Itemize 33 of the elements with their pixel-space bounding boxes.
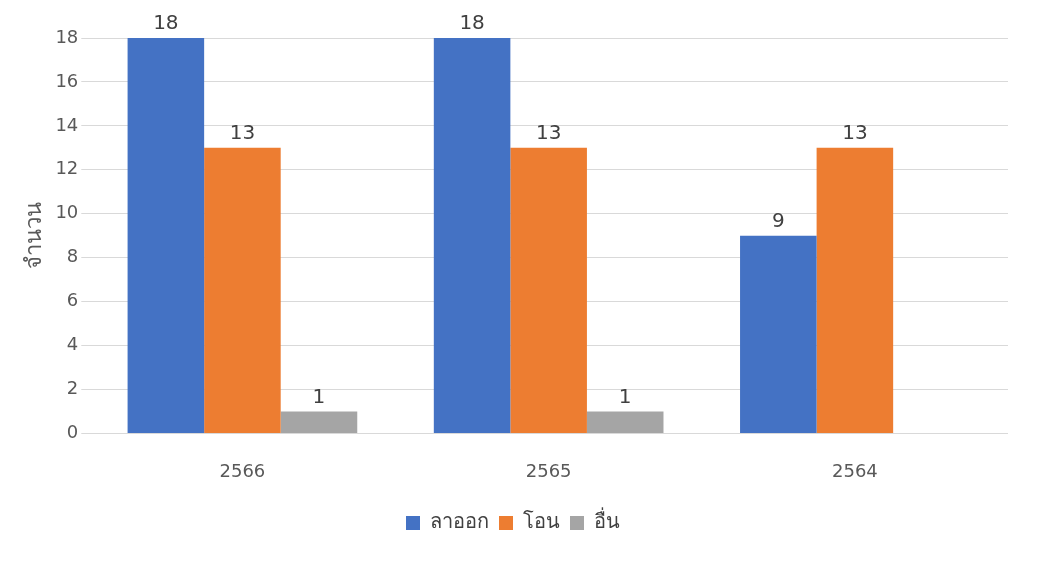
bar [204,147,281,433]
data-label: 13 [535,120,562,145]
y-tick-label: 6 [66,289,79,311]
y-tick-label: 12 [55,157,79,179]
y-tick-label: 16 [55,69,79,91]
y-tick-label: 18 [55,25,79,47]
bar [280,411,358,433]
legend-label: ลาออก [430,509,489,534]
y-tick-label: 0 [66,421,79,443]
bar [740,235,817,433]
y-tick-label: 4 [66,333,79,355]
y-tick-label: 10 [55,201,79,223]
bar [127,38,205,433]
data-label: 9 [771,207,785,232]
data-label: 18 [459,10,485,35]
y-tick-label: 2 [66,377,79,399]
bar [510,147,587,433]
bar [816,147,894,433]
data-label: 13 [229,120,256,145]
bar [433,38,511,433]
y-tick-label: 14 [55,113,79,135]
data-label: 1 [618,383,632,408]
data-label: 1 [312,383,326,408]
x-tick-label: 2565 [525,459,572,481]
y-tick-label: 8 [66,245,79,267]
legend-label: โอน [523,509,560,534]
bar [586,411,664,433]
x-tick-label: 2566 [219,459,266,481]
legend-label: อื่น [594,507,620,534]
y-axis-title: จำนวน [20,202,46,270]
x-tick-label: 2564 [831,459,878,481]
data-label: 18 [153,10,179,35]
data-label: 13 [842,120,868,145]
